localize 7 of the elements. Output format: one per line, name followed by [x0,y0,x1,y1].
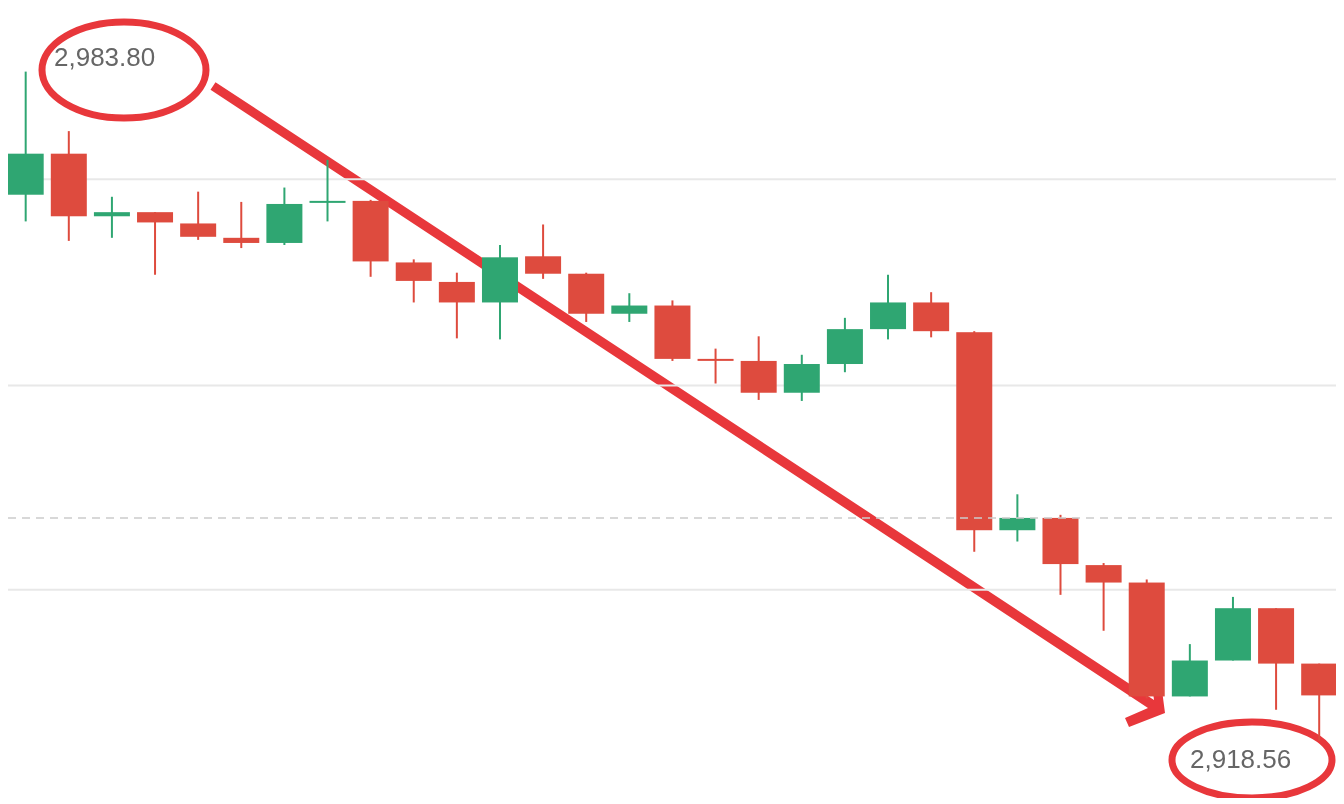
candlestick [309,158,346,223]
candlestick [93,195,130,239]
candlestick [223,200,260,250]
annotation: 2,983.80 [54,42,156,73]
candlestick [697,347,734,385]
candlestick [611,292,648,323]
annotation: 2,918.56 [1190,744,1292,775]
